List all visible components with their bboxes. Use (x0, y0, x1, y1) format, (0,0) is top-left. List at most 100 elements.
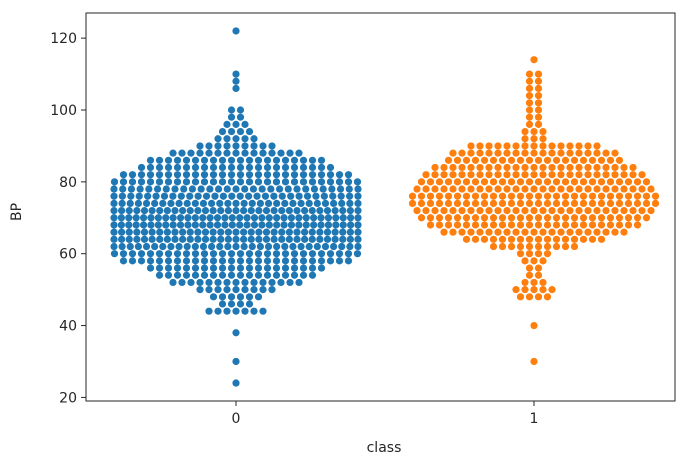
data-point (317, 250, 326, 258)
data-point (335, 171, 344, 179)
data-point (494, 142, 502, 150)
data-point (176, 214, 185, 222)
data-point (579, 156, 588, 164)
data-point (299, 250, 308, 258)
data-point (548, 185, 556, 193)
data-point (539, 127, 547, 136)
data-point (164, 271, 173, 279)
data-point (557, 185, 565, 193)
data-point (295, 221, 303, 229)
data-point (259, 286, 267, 294)
data-point (579, 199, 588, 208)
data-point (638, 185, 646, 193)
data-point (227, 250, 236, 258)
data-point (597, 221, 606, 229)
data-point (293, 206, 301, 215)
data-point (259, 142, 267, 150)
y-axis-label: BP (9, 203, 25, 221)
x-axis-label: class (367, 440, 402, 456)
data-point (647, 206, 655, 215)
data-point (250, 278, 258, 287)
data-point (127, 185, 136, 193)
data-point (449, 185, 457, 193)
data-point (543, 192, 552, 200)
data-point (250, 286, 258, 294)
data-point (602, 149, 610, 157)
data-point (503, 206, 511, 215)
data-point (175, 242, 183, 251)
data-point (512, 286, 520, 294)
data-point (494, 163, 502, 172)
data-point (236, 127, 245, 136)
series-0 (110, 27, 362, 387)
data-point (570, 221, 579, 229)
data-point (224, 235, 232, 243)
data-point (164, 264, 173, 272)
data-point (236, 178, 245, 186)
data-point (345, 185, 353, 193)
data-point (137, 250, 146, 258)
data-point (191, 242, 199, 251)
data-point (525, 99, 534, 107)
data-point (620, 228, 628, 236)
data-point (629, 185, 637, 193)
data-point (561, 235, 570, 243)
data-point (561, 242, 570, 251)
data-point (148, 235, 156, 243)
data-point (413, 206, 421, 215)
data-point (232, 307, 240, 315)
data-point (552, 178, 561, 186)
data-point (575, 185, 583, 193)
data-point (543, 293, 552, 301)
data-point (286, 278, 294, 287)
data-point (485, 149, 493, 157)
data-point (557, 206, 565, 215)
data-point (346, 206, 354, 215)
data-point (462, 221, 471, 229)
data-point (317, 264, 326, 272)
data-point (295, 149, 303, 157)
data-point (593, 163, 601, 172)
data-point (227, 300, 236, 308)
data-point (232, 379, 240, 387)
data-point (299, 156, 308, 164)
data-point (218, 250, 227, 258)
data-point (209, 257, 218, 265)
data-point (255, 228, 263, 236)
data-point (236, 264, 245, 272)
data-point (503, 185, 511, 193)
data-point (444, 214, 453, 222)
data-point (110, 221, 118, 229)
data-point (139, 221, 148, 229)
data-point (206, 214, 214, 222)
data-point (227, 156, 236, 164)
data-point (431, 171, 439, 179)
data-point (638, 171, 646, 179)
data-point (620, 206, 628, 215)
data-point (199, 221, 207, 229)
data-point (224, 228, 232, 236)
data-point (458, 228, 466, 236)
data-point (494, 149, 502, 157)
data-point (516, 214, 525, 222)
data-point (489, 178, 498, 186)
data-point (561, 192, 570, 200)
data-point (557, 163, 565, 172)
data-point (182, 271, 191, 279)
data-point (525, 242, 534, 251)
data-point (250, 214, 259, 222)
data-point (293, 235, 301, 243)
data-point (602, 228, 610, 236)
data-point (214, 185, 223, 193)
series-1 (408, 56, 660, 366)
data-point (485, 163, 493, 172)
data-point (339, 206, 347, 215)
data-point (218, 257, 227, 265)
data-point (539, 206, 547, 215)
data-point (167, 242, 175, 251)
data-point (512, 185, 520, 193)
x-tick-label: 0 (232, 411, 241, 427)
data-point (642, 192, 651, 200)
data-point (295, 214, 303, 222)
data-point (521, 149, 529, 157)
